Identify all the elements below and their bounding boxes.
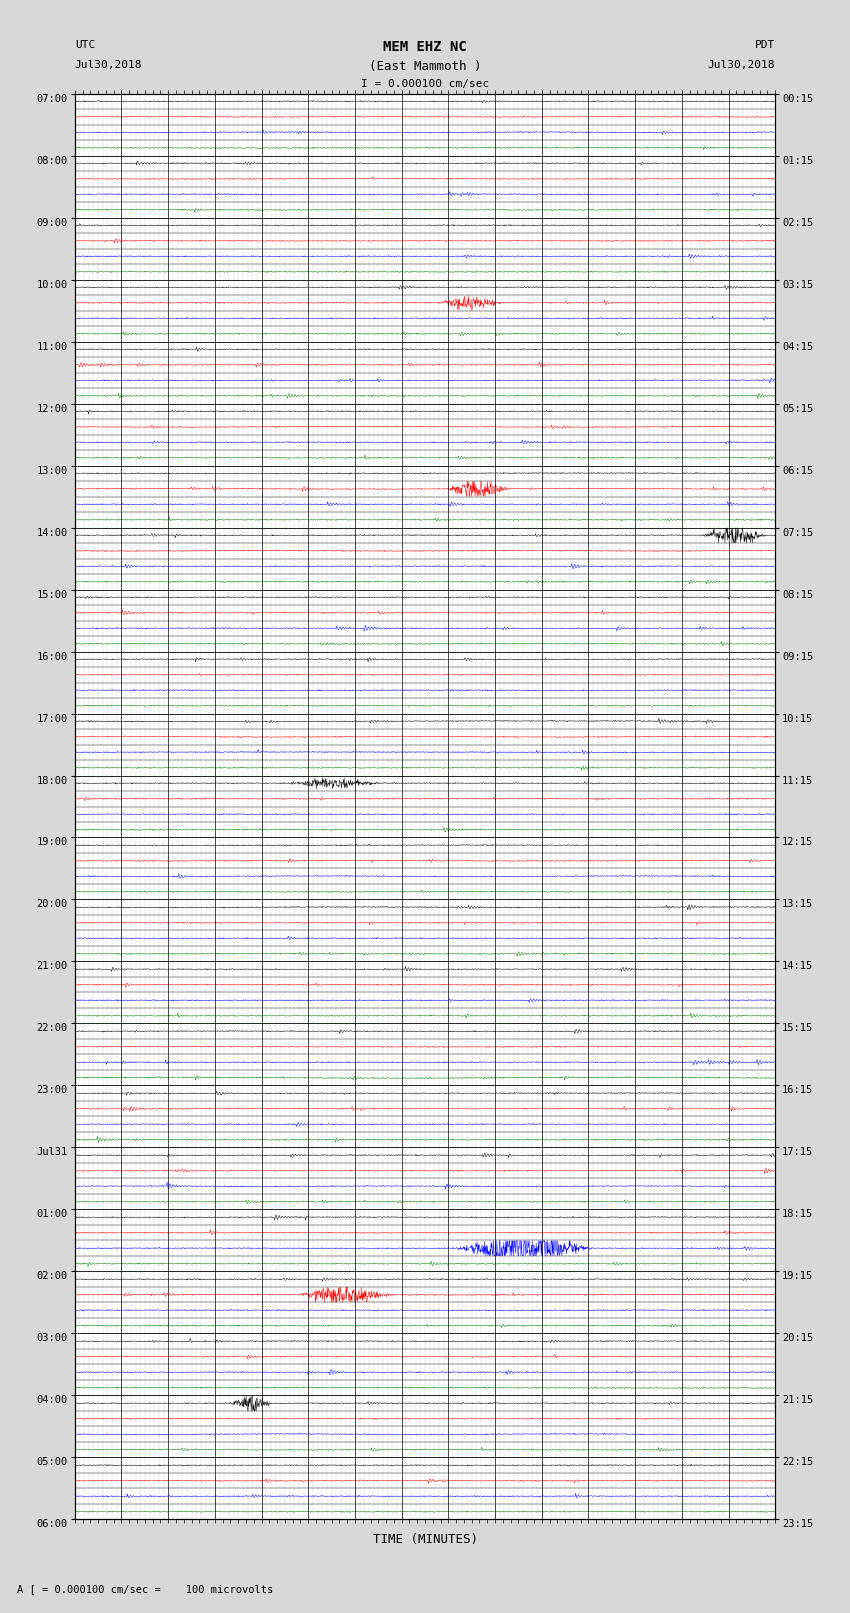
Text: UTC: UTC (75, 40, 95, 50)
Text: I = 0.000100 cm/sec: I = 0.000100 cm/sec (361, 79, 489, 89)
X-axis label: TIME (MINUTES): TIME (MINUTES) (372, 1532, 478, 1545)
Text: Jul30,2018: Jul30,2018 (75, 60, 142, 69)
Text: PDT: PDT (755, 40, 775, 50)
Text: MEM EHZ NC: MEM EHZ NC (383, 40, 467, 55)
Text: A [ = 0.000100 cm/sec =    100 microvolts: A [ = 0.000100 cm/sec = 100 microvolts (17, 1584, 273, 1594)
Text: (East Mammoth ): (East Mammoth ) (369, 60, 481, 73)
Text: Jul30,2018: Jul30,2018 (708, 60, 775, 69)
